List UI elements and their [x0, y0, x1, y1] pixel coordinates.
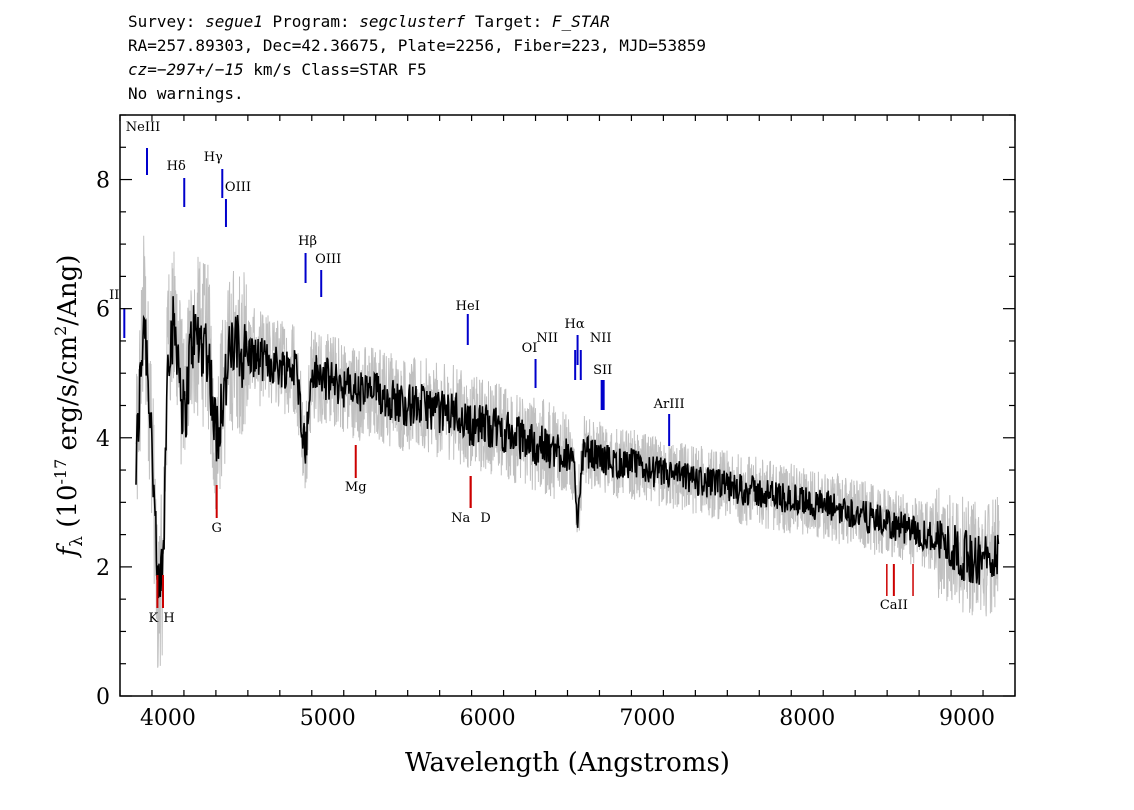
survey-value: segue1 — [205, 12, 263, 31]
emission-line-label: Hγ — [204, 150, 223, 165]
y-tick-label: 6 — [96, 298, 110, 323]
survey-label: Survey: — [128, 12, 196, 31]
y-tick-label: 2 — [96, 556, 110, 581]
absorption-line-label: Mg — [345, 480, 367, 495]
x-tick-label: 6000 — [460, 706, 516, 731]
target-label: Target: — [474, 12, 543, 31]
error-band — [135, 235, 1000, 668]
x-tick-label: 4000 — [140, 706, 196, 731]
x-tick-label: 5000 — [300, 706, 356, 731]
header-line-3: cz=−297+/−15 km/s Class=STAR F5 — [128, 58, 706, 82]
cz-unit-class: km/s Class=STAR F5 — [253, 60, 427, 79]
line-markers: NeIIIIIHδHγOIIIHβOIIIHeIOINIIHαNIISIIArI… — [109, 120, 914, 626]
target-value: F_STAR — [551, 12, 610, 31]
spectrum-line — [135, 296, 1000, 599]
program-value: segclusterf — [359, 12, 466, 31]
emission-line-label: NII — [536, 331, 558, 346]
emission-line-label: SII — [593, 363, 612, 378]
x-tick-label: 8000 — [779, 706, 835, 731]
x-axis-label: Wavelength (Angstroms) — [405, 748, 730, 778]
emission-line-label: Hα — [565, 317, 585, 332]
x-tick-label: 7000 — [619, 706, 675, 731]
x-tick-label: 9000 — [939, 706, 995, 731]
absorption-line-label: K — [149, 611, 159, 626]
absorption-line-label: H — [163, 611, 174, 626]
emission-line-label: ArIII — [653, 397, 685, 412]
y-tick-label: 0 — [96, 685, 110, 710]
absorption-line-label: Na — [451, 511, 470, 526]
y-axis-label: fλ (10-17 erg/s/cm2/Ang) — [51, 255, 87, 559]
header-line-4: No warnings. — [128, 84, 244, 103]
header-line-2: RA=257.89303, Dec=42.36675, Plate=2256, … — [128, 36, 706, 55]
absorption-line-label: CaII — [880, 598, 908, 613]
y-tick-label: 4 — [96, 427, 110, 452]
program-label: Program: — [272, 12, 350, 31]
emission-line-label: OIII — [315, 252, 341, 267]
axis-ticks: 4000 5000 6000 7000 8000 9000 0 2 4 6 8 — [96, 114, 1016, 731]
emission-line-label: Hδ — [167, 159, 186, 174]
emission-line-label: II — [109, 288, 119, 303]
emission-line-label: NII — [590, 331, 612, 346]
emission-line-label: Hβ — [298, 234, 317, 249]
emission-line-label: HeI — [456, 299, 480, 314]
cz-label: cz= — [128, 60, 157, 79]
absorption-line-label: G — [211, 521, 221, 536]
emission-line-label: OI — [522, 341, 538, 356]
spectrum-header: Survey: segue1 Program: segclusterf Targ… — [128, 10, 706, 106]
header-line-1: Survey: segue1 Program: segclusterf Targ… — [128, 10, 706, 34]
spectrum-line-group — [135, 296, 1000, 599]
absorption-line-label: D — [480, 511, 490, 526]
raw-flux-line — [135, 235, 1000, 668]
cz-value: −297+/−15 — [156, 60, 244, 79]
emission-line-label: NeIII — [126, 120, 160, 135]
emission-line-label: OIII — [225, 180, 251, 195]
y-tick-label: 8 — [96, 169, 110, 194]
